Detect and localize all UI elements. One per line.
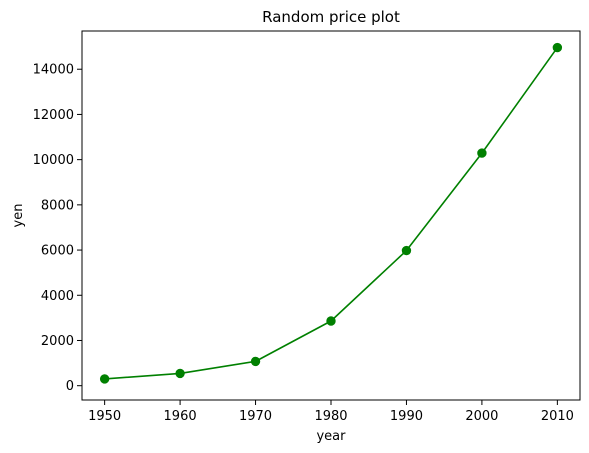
plot-frame	[81, 30, 581, 401]
data-point-1970	[250, 356, 261, 367]
y-tick-label: 4000	[41, 289, 74, 304]
x-tick-label: 1980	[314, 409, 347, 424]
data-point-1980	[326, 316, 336, 326]
y-axis-title: yen	[11, 204, 26, 228]
data-point-2000	[477, 148, 487, 158]
y-tick-label: 2000	[41, 334, 74, 349]
x-axis-title: year	[316, 429, 346, 444]
data-point-2010	[552, 42, 563, 53]
plot-area	[82, 31, 580, 400]
y-tick-label: 0	[66, 379, 74, 394]
data-point-1990	[401, 245, 412, 256]
x-tick-label: 2000	[465, 409, 498, 424]
y-axis-ticks: 0 2000 4000 6000 8000 10000 12000 14000	[33, 63, 82, 394]
y-tick-label: 6000	[41, 244, 74, 259]
data-point-1950	[99, 374, 110, 384]
x-tick-label: 1960	[164, 409, 197, 424]
y-tick-label: 10000	[33, 153, 74, 168]
y-tick-label: 12000	[33, 108, 74, 123]
series-layer	[99, 42, 563, 384]
x-axis-ticks: 1950 1960 1970 1980 1990 2000 2010	[88, 400, 574, 424]
y-tick-label: 14000	[33, 63, 74, 78]
data-point-1960	[175, 368, 185, 379]
chart-title: Random price plot	[262, 8, 400, 26]
x-tick-label: 2010	[541, 409, 574, 424]
x-tick-label: 1970	[239, 409, 272, 424]
x-tick-label: 1990	[390, 409, 423, 424]
x-tick-label: 1950	[88, 409, 121, 424]
y-tick-label: 8000	[41, 198, 74, 213]
